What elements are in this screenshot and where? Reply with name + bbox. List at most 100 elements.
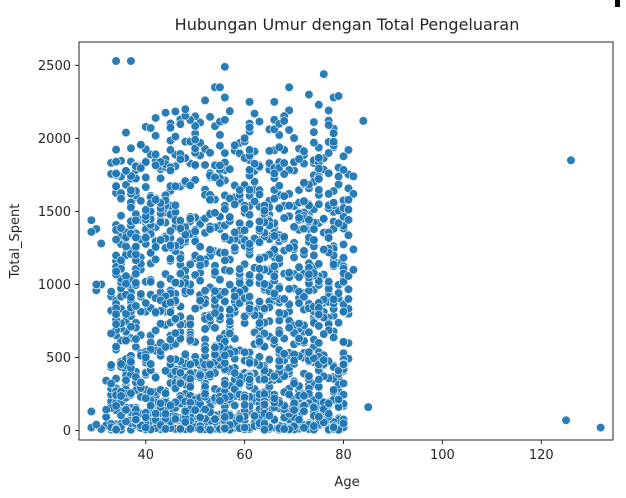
data-point xyxy=(146,277,156,287)
data-point xyxy=(141,233,151,243)
data-point xyxy=(348,265,359,275)
data-point xyxy=(279,349,289,359)
data-point xyxy=(294,262,304,272)
data-point xyxy=(309,235,319,245)
data-point xyxy=(151,373,161,383)
data-point xyxy=(319,214,329,224)
data-point xyxy=(314,309,324,320)
data-point xyxy=(299,196,309,206)
data-point xyxy=(319,244,329,255)
data-point xyxy=(319,69,329,79)
data-point xyxy=(596,422,606,433)
data-point xyxy=(96,238,106,249)
data-point xyxy=(126,202,136,213)
data-point xyxy=(116,223,126,233)
data-point xyxy=(240,225,250,235)
data-point xyxy=(170,278,181,288)
data-point xyxy=(230,243,240,253)
data-point xyxy=(324,233,334,243)
data-point xyxy=(185,259,195,269)
data-point xyxy=(294,213,304,223)
data-point xyxy=(160,108,171,118)
data-point xyxy=(304,347,314,357)
data-point xyxy=(343,145,354,155)
data-point xyxy=(249,159,260,169)
data-point xyxy=(329,137,339,147)
data-point xyxy=(111,309,121,319)
data-point xyxy=(254,237,265,247)
data-point xyxy=(220,204,230,214)
data-point xyxy=(170,200,181,210)
data-point xyxy=(269,231,279,241)
data-point xyxy=(210,308,220,318)
data-point xyxy=(269,371,279,381)
data-point xyxy=(314,321,324,331)
data-point xyxy=(111,342,121,352)
data-point xyxy=(220,115,230,125)
data-point xyxy=(254,254,265,264)
data-point xyxy=(279,158,289,168)
data-point xyxy=(155,319,166,329)
data-point xyxy=(304,371,314,381)
data-point xyxy=(279,232,289,242)
data-point xyxy=(319,355,329,365)
data-point xyxy=(136,377,146,387)
data-point xyxy=(329,385,339,395)
data-point xyxy=(185,319,195,329)
data-point xyxy=(230,140,240,150)
data-point xyxy=(254,296,265,307)
data-point xyxy=(309,138,319,148)
data-point xyxy=(309,421,319,431)
data-point xyxy=(131,301,141,311)
data-point xyxy=(254,189,265,200)
data-point xyxy=(244,122,255,132)
data-point xyxy=(225,280,235,290)
data-point xyxy=(136,140,146,150)
data-point xyxy=(116,194,126,204)
data-point xyxy=(259,399,270,409)
data-point xyxy=(299,146,309,156)
data-point xyxy=(111,168,121,179)
data-point xyxy=(210,286,220,296)
data-point xyxy=(121,405,131,415)
data-point xyxy=(230,400,240,411)
data-point xyxy=(220,423,230,433)
data-point xyxy=(195,412,205,423)
data-point xyxy=(333,394,344,405)
data-point xyxy=(86,215,96,225)
data-point xyxy=(230,199,240,210)
data-point xyxy=(225,193,235,204)
data-point xyxy=(240,422,250,433)
data-point xyxy=(338,378,349,389)
data-point xyxy=(274,308,284,318)
data-point xyxy=(151,131,161,141)
data-point xyxy=(111,56,121,66)
data-point xyxy=(151,113,161,123)
data-point xyxy=(121,417,131,427)
data-point xyxy=(136,163,146,173)
data-point xyxy=(309,353,319,363)
data-point xyxy=(225,106,235,116)
data-point xyxy=(141,172,151,183)
data-point xyxy=(190,160,200,170)
x-tick-label: 60 xyxy=(236,448,253,463)
data-point xyxy=(289,405,299,415)
plot-frame xyxy=(78,41,614,441)
data-point xyxy=(220,287,230,297)
data-point xyxy=(259,279,270,289)
data-point xyxy=(299,292,309,302)
data-point xyxy=(314,338,324,348)
data-point xyxy=(314,259,324,269)
data-point xyxy=(215,396,225,406)
data-point xyxy=(175,216,185,226)
data-point xyxy=(338,359,349,370)
data-point xyxy=(205,224,215,234)
data-point xyxy=(225,305,235,315)
data-point xyxy=(136,196,146,206)
data-point xyxy=(348,189,359,199)
data-point xyxy=(244,145,255,155)
data-point xyxy=(254,318,265,328)
data-point xyxy=(324,277,334,287)
data-point xyxy=(155,398,166,408)
